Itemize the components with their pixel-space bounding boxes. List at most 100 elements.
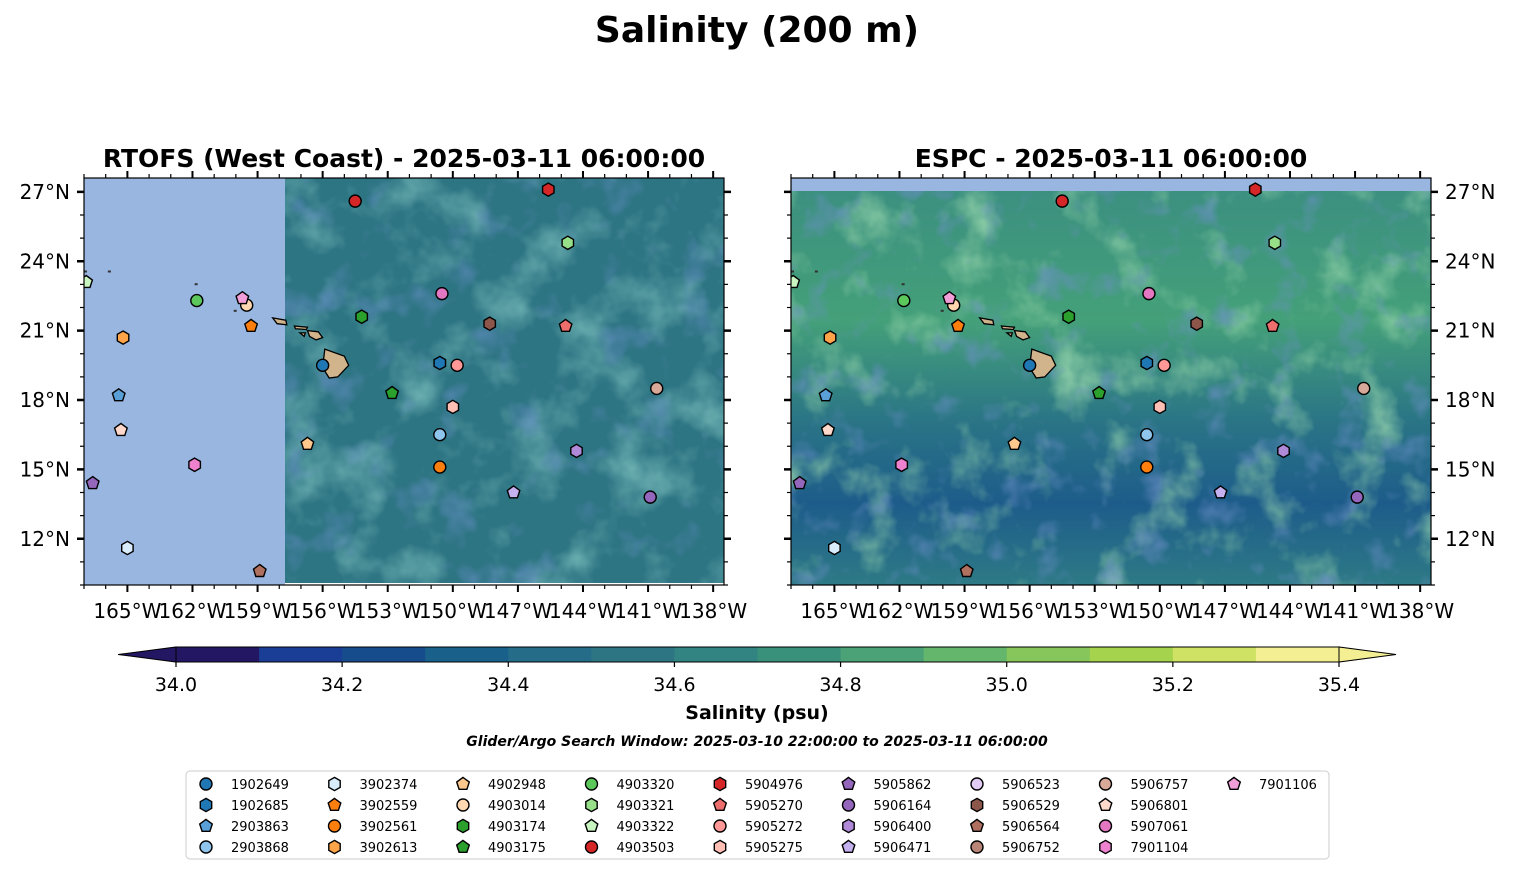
x-tick-label: 138°W [1386,599,1454,623]
legend-marker-1902649 [199,777,213,791]
colorbar-segment [840,647,925,662]
float-marker-3902374 [120,540,134,556]
float-marker-5906801 [820,422,836,437]
legend-label: 3902374 [360,778,418,793]
float-marker-5906471 [506,485,521,499]
legend-marker-5906164 [841,798,856,812]
legend-marker-5906400 [842,818,855,834]
float-marker-4903174 [1062,309,1076,325]
float-marker-5906164 [1350,490,1364,504]
island-molokai [293,325,309,331]
float-marker-3902559 [243,318,259,332]
float-marker-5905272 [1157,358,1171,373]
legend-label: 5905275 [745,841,803,856]
islet [901,283,905,286]
x-tick-label: 165°W [800,599,868,623]
float-marker-5905862 [85,475,100,490]
legend-box [185,770,1330,860]
legend-entry: 7901106 [1226,776,1317,793]
islet [814,270,818,273]
legend-entry: 5906564 [969,818,1060,835]
map-frame-espc [790,177,1432,586]
colorbar-segment [674,647,758,662]
float-marker-5905272 [450,358,464,373]
legend-label: 1902649 [231,778,289,793]
island-lanai [298,332,307,338]
colorbar-segment [1006,647,1091,662]
legend-label: 5905862 [874,778,932,793]
float-markers-rtofs [84,182,664,578]
legend-marker-4903322 [584,818,599,832]
y-tick-label: 12°N [20,527,70,551]
float-marker-5907061 [435,286,449,301]
y-tick-label: 27°N [1445,180,1495,204]
float-marker-1902685 [1140,355,1154,371]
x-tick-label: 159°W [224,599,292,623]
legend-label: 5906400 [874,820,932,835]
float-marker-2903863 [818,387,833,402]
float-marker-5907061 [1142,286,1156,301]
legend-marker-4903503 [584,840,599,854]
x-tick-label: 144°W [549,599,617,623]
float-marker-5905270 [1265,318,1280,332]
island-oahu [271,316,288,326]
legend-entry: 5906471 [841,839,931,856]
x-tick-label: 153°W [1061,599,1129,623]
legend-marker-5904976 [713,776,727,792]
legend-marker-7901106 [1226,776,1242,790]
float-marker-1902685 [433,355,447,371]
float-marker-3902561 [433,460,447,474]
legend-label: 5905270 [745,799,803,814]
colorbar-segment [1172,647,1257,662]
x-tick-label: 153°W [354,599,422,623]
legend-marker-3902374 [328,776,341,792]
panel-rtofs: RTOFS (West Coast) - 2025-03-11 06:00:00… [20,144,748,623]
legend-marker-4903014 [456,798,470,812]
colorbar-tick-label: 35.2 [1152,674,1194,696]
x-tick-label: 159°W [931,599,999,623]
colorbar: 34.0 34.2 34.4 34.6 34.8 35.0 35.2 35.4 [117,646,1397,696]
float-marker-3902559 [950,318,966,332]
legend-entry: 3902613 [328,839,417,856]
legend-label: 4903175 [488,841,546,856]
colorbar-frame [175,646,1340,663]
legend-label: 4903321 [617,799,675,814]
island-maui [1013,329,1031,341]
legend-entry: 5904976 [713,776,803,793]
legend-entry: 4903175 [455,839,546,856]
float-marker-5906564 [959,563,974,578]
float-marker-4903321 [561,235,575,251]
y-tick-label: 27°N [20,180,70,204]
legend-entry: 5906757 [1098,777,1188,793]
colorbar-segment [176,647,260,662]
x-tick-label: 156°W [996,599,1064,623]
y-tick-label: 15°N [1445,457,1495,481]
island-molokai [1000,325,1016,331]
float-marker-4903322 [791,274,801,289]
search-window-caption: Glider/Argo Search Window: 2025-03-10 22… [466,734,1048,750]
legend-entry: 5906801 [1098,797,1189,814]
legend-marker-5905275 [713,839,727,855]
y-tick-label: 15°N [20,457,70,481]
y-tick-label: 24°N [20,249,70,273]
legend-label: 5906529 [1002,799,1060,814]
islet [940,309,944,312]
colorbar-segment [1089,647,1174,662]
float-marker-5906564 [252,563,267,578]
legend-marker-5907061 [1098,819,1113,833]
float-marker-5906529 [1190,316,1204,332]
float-marker-5904976 [541,182,555,198]
colorbar-tick-label: 35.4 [1318,674,1360,696]
colorbar-segment [259,647,343,662]
float-marker-5904976 [1248,182,1262,198]
colorbar-segment [342,647,426,662]
legend-entry: 5906523 [970,777,1060,793]
legend-marker-5905270 [712,797,728,811]
float-marker-4903503 [348,194,362,208]
float-marker-5906400 [1277,443,1290,459]
x-tick-label: 141°W [614,599,682,623]
legend-entry: 2903868 [199,840,289,856]
legend-label: 5906801 [1131,799,1189,814]
float-marker-7901106 [942,290,957,305]
legend-entry: 4903014 [456,798,546,814]
